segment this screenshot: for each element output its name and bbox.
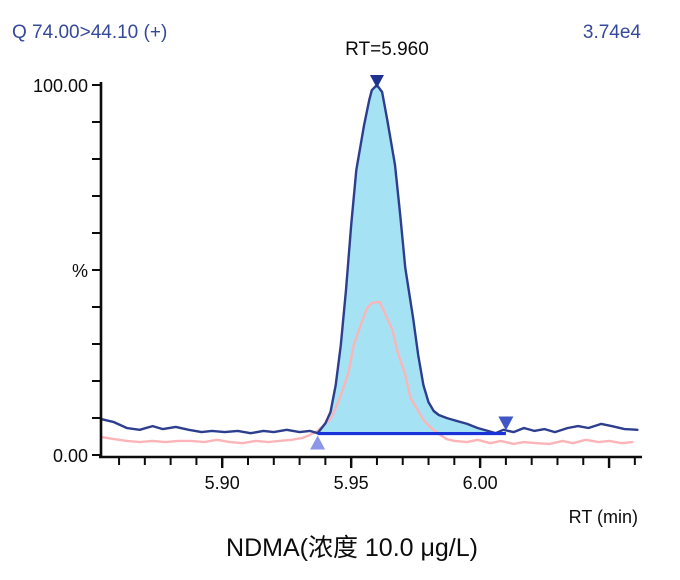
x-axis-title: RT (min): [569, 507, 638, 527]
peak-end-marker[interactable]: [498, 416, 514, 431]
peak-fill-area: [317, 85, 496, 434]
intensity-label: 3.74e4: [583, 22, 642, 43]
x-tick-label: 5.90: [205, 473, 240, 493]
qualifier-trace: [99, 300, 634, 446]
x-tick-label: 6.00: [463, 473, 498, 493]
quantifier-trace[interactable]: [99, 83, 639, 435]
y-unit-label: %: [72, 261, 88, 281]
chart-title: NDMA(浓度 10.0 μg/L): [226, 534, 478, 562]
peak-rt-annotation: RT=5.960: [345, 39, 429, 60]
peak-apex-marker[interactable]: [369, 75, 384, 88]
transition-label: Q 74.00>44.10 (+): [12, 22, 167, 43]
y-max-label: 100.00: [33, 76, 88, 96]
y-min-label: 0.00: [53, 446, 88, 466]
peak-start-marker[interactable]: [310, 435, 326, 450]
axis-ticks: 5.90 5.95 6.00: [92, 84, 636, 493]
x-tick-label: 5.95: [334, 473, 369, 493]
